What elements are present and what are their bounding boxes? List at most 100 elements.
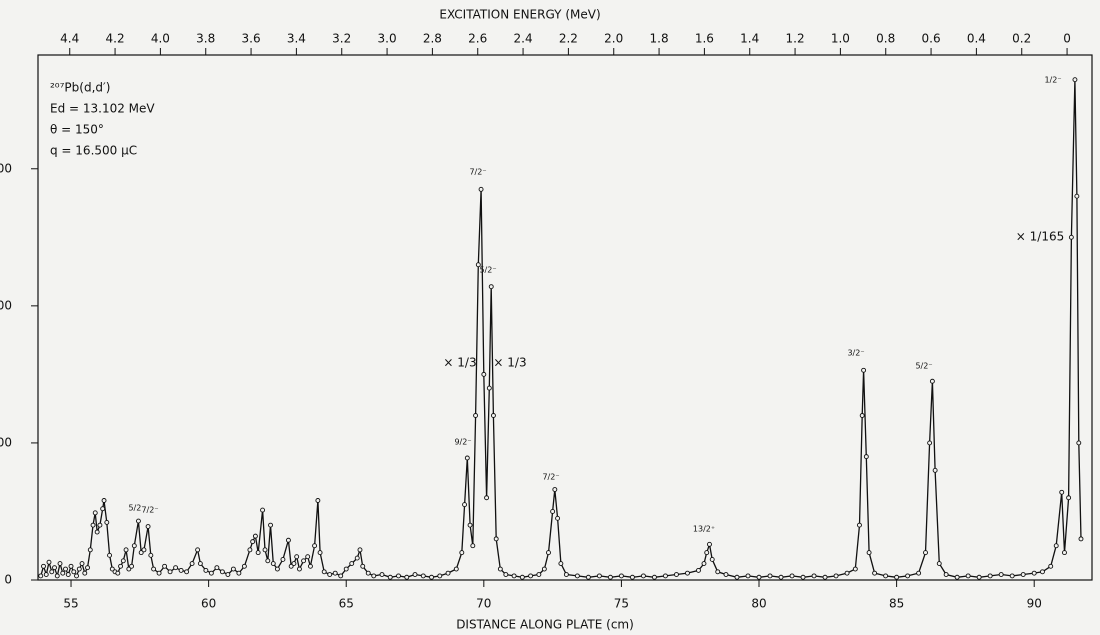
data-point	[49, 569, 55, 575]
info-text: ²⁰⁷Pb(d,d′)	[50, 81, 110, 95]
data-point	[107, 552, 113, 558]
data-point	[475, 262, 481, 268]
y-tick-label: 300	[0, 161, 12, 175]
x2-tick-label: 3.0	[378, 32, 397, 46]
data-point	[756, 574, 762, 580]
x-tick-label: 85	[889, 597, 904, 611]
data-point	[285, 537, 291, 543]
data-point	[674, 572, 679, 577]
data-point	[1020, 572, 1026, 577]
y-tick-label: 0	[4, 573, 12, 587]
data-point	[704, 550, 710, 556]
data-point	[219, 569, 225, 575]
data-point	[156, 570, 162, 576]
x2-tick-label: 0.2	[1012, 32, 1031, 46]
data-point	[778, 574, 784, 580]
data-point	[723, 572, 729, 577]
data-point	[833, 573, 839, 579]
data-point	[79, 561, 85, 567]
x2-tick-label: 2.6	[468, 32, 487, 46]
data-point	[745, 573, 751, 579]
data-point	[126, 566, 132, 572]
data-point	[488, 284, 494, 290]
data-point	[203, 567, 209, 573]
data-point	[60, 570, 66, 576]
data-point	[462, 502, 468, 508]
y-tick-label: 100	[0, 435, 12, 449]
data-point	[63, 566, 68, 572]
data-point	[651, 574, 657, 580]
data-point	[707, 541, 712, 547]
data-point	[270, 561, 276, 567]
data-point	[437, 573, 443, 579]
x-tick-label: 55	[63, 597, 78, 611]
spin-label: 5/2⁻	[479, 266, 496, 275]
info-text: q = 16.500 μC	[50, 144, 137, 158]
data-point	[701, 561, 707, 567]
data-point	[255, 550, 261, 556]
data-point	[552, 487, 558, 492]
data-point	[1078, 536, 1084, 542]
data-point	[585, 574, 591, 580]
data-point	[404, 574, 410, 580]
data-point	[715, 569, 721, 575]
data-point	[294, 554, 300, 560]
data-point	[65, 572, 71, 577]
data-point	[574, 573, 580, 579]
data-point	[141, 547, 147, 553]
data-point	[225, 572, 231, 577]
x2-tick-label: 0.4	[967, 32, 986, 46]
data-point	[214, 565, 220, 571]
data-point	[332, 570, 338, 576]
x2-tick-label: 0.6	[922, 32, 941, 46]
data-point	[1059, 489, 1065, 495]
data-point	[696, 567, 701, 573]
data-point	[1074, 193, 1080, 199]
data-point	[929, 378, 935, 384]
data-point	[305, 554, 311, 560]
x-tick-label: 90	[1027, 597, 1042, 611]
data-point	[734, 574, 740, 580]
data-point	[685, 570, 690, 576]
data-point	[923, 550, 928, 556]
data-point	[866, 550, 872, 556]
data-point	[822, 574, 828, 580]
x2-tick-label: 2.4	[514, 32, 533, 46]
data-point	[1066, 495, 1072, 501]
x2-tick-label: 0	[1063, 32, 1071, 46]
spin-label: 7/2⁻	[542, 473, 559, 482]
data-point	[1053, 543, 1059, 549]
data-point	[252, 533, 258, 539]
data-point	[46, 559, 52, 565]
plot-frame	[37, 54, 1093, 581]
data-point	[129, 563, 135, 569]
data-point	[844, 570, 850, 576]
data-point	[371, 573, 377, 579]
data-point	[162, 563, 168, 569]
data-point	[478, 186, 484, 192]
data-point	[101, 498, 107, 503]
data-point	[800, 574, 806, 580]
spin-label: 13/2⁺	[693, 525, 715, 534]
data-point	[291, 561, 297, 567]
data-point	[536, 572, 542, 577]
data-point	[420, 573, 426, 579]
scale-note: × 1/165	[1016, 230, 1064, 244]
data-point	[1040, 569, 1045, 575]
data-point	[863, 454, 869, 460]
spin-label: 9/2⁻	[454, 438, 471, 447]
data-point	[519, 574, 525, 580]
data-point	[115, 570, 121, 576]
data-point	[280, 556, 286, 562]
data-point	[473, 413, 479, 418]
data-point	[296, 566, 302, 572]
x2-tick-label: 1.4	[740, 32, 759, 46]
data-point	[327, 572, 333, 577]
data-point	[148, 552, 154, 558]
data-point	[932, 467, 938, 473]
data-point	[379, 572, 385, 577]
spin-label: 7/2⁻	[141, 506, 158, 515]
data-point	[236, 570, 242, 576]
data-point	[195, 547, 201, 553]
data-point	[321, 569, 327, 575]
